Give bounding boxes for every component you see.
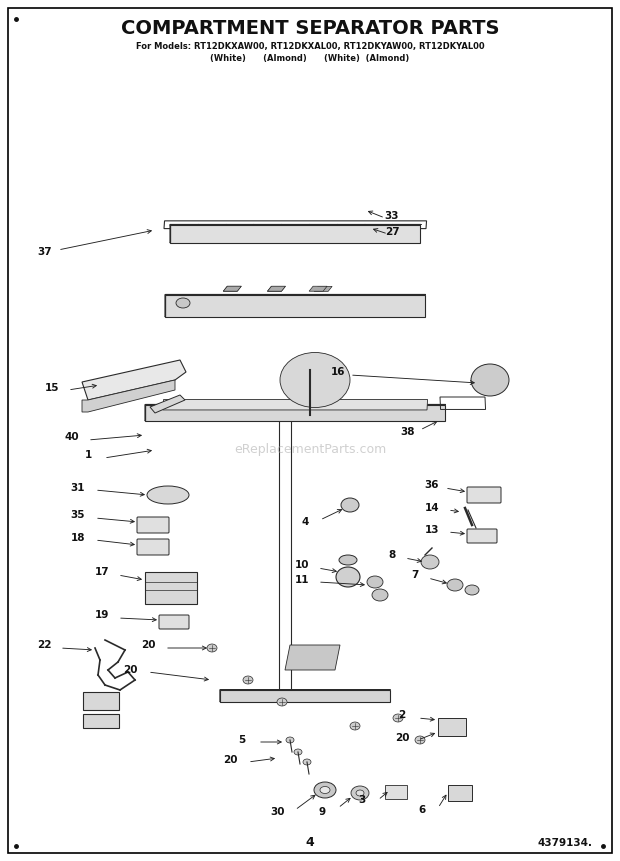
Polygon shape [314, 287, 332, 291]
FancyBboxPatch shape [467, 487, 501, 503]
Text: 20: 20 [223, 755, 237, 765]
Text: 4379134.: 4379134. [537, 838, 592, 848]
Polygon shape [220, 690, 390, 702]
Polygon shape [309, 286, 327, 291]
Text: (White)      (Almond)      (White)  (Almond): (White) (Almond) (White) (Almond) [210, 53, 410, 63]
Polygon shape [223, 287, 241, 291]
Text: 20: 20 [395, 733, 409, 743]
Text: 18: 18 [71, 533, 86, 543]
Ellipse shape [207, 644, 217, 652]
FancyBboxPatch shape [137, 539, 169, 555]
Polygon shape [267, 286, 285, 291]
Text: 4: 4 [301, 517, 309, 527]
Ellipse shape [280, 352, 350, 407]
Ellipse shape [314, 782, 336, 798]
Bar [448, 785, 472, 801]
Text: 11: 11 [294, 575, 309, 585]
Polygon shape [163, 400, 428, 410]
Ellipse shape [294, 749, 302, 755]
Ellipse shape [367, 576, 383, 588]
Ellipse shape [243, 676, 253, 684]
Text: 10: 10 [294, 560, 309, 570]
Polygon shape [82, 380, 175, 412]
Ellipse shape [356, 790, 364, 796]
Text: 36: 36 [425, 480, 439, 490]
Text: For Models: RT12DKXAW00, RT12DKXAL00, RT12DKYAW00, RT12DKYAL00: For Models: RT12DKXAW00, RT12DKXAL00, RT… [136, 41, 484, 51]
Polygon shape [223, 286, 241, 291]
Ellipse shape [471, 364, 509, 396]
Text: 4: 4 [306, 837, 314, 850]
FancyBboxPatch shape [159, 615, 189, 629]
Text: 35: 35 [71, 510, 86, 520]
Ellipse shape [336, 567, 360, 587]
Text: 5: 5 [238, 735, 246, 745]
Polygon shape [285, 645, 340, 670]
Ellipse shape [320, 786, 330, 794]
Text: COMPARTMENT SEPARATOR PARTS: COMPARTMENT SEPARATOR PARTS [121, 18, 499, 38]
Text: 27: 27 [384, 227, 399, 237]
Bar [385, 785, 407, 799]
Bar [145, 572, 197, 604]
Text: eReplacementParts.com: eReplacementParts.com [234, 443, 386, 456]
Text: 16: 16 [330, 367, 345, 377]
Ellipse shape [350, 722, 360, 730]
Ellipse shape [447, 579, 463, 591]
Text: 22: 22 [37, 640, 51, 650]
Text: 30: 30 [271, 807, 285, 817]
Ellipse shape [147, 486, 189, 504]
Text: 31: 31 [71, 483, 86, 493]
Text: 38: 38 [401, 427, 415, 437]
Text: 17: 17 [95, 567, 109, 577]
Text: 13: 13 [425, 525, 439, 535]
Ellipse shape [421, 555, 439, 569]
Polygon shape [267, 287, 285, 291]
Text: 40: 40 [64, 432, 79, 442]
Ellipse shape [277, 698, 287, 706]
Text: 9: 9 [319, 807, 326, 817]
Ellipse shape [351, 786, 369, 800]
Ellipse shape [393, 714, 403, 722]
Text: 19: 19 [95, 610, 109, 620]
Polygon shape [150, 395, 185, 413]
Text: 1: 1 [84, 450, 92, 460]
Text: 14: 14 [425, 503, 440, 513]
Polygon shape [170, 225, 420, 243]
Bar [438, 718, 466, 736]
Text: 7: 7 [411, 570, 418, 580]
Text: 8: 8 [388, 550, 396, 560]
Text: 20: 20 [141, 640, 155, 650]
Ellipse shape [341, 498, 359, 512]
FancyBboxPatch shape [467, 529, 497, 543]
Ellipse shape [372, 589, 388, 601]
Text: 33: 33 [385, 211, 399, 221]
Polygon shape [145, 405, 445, 421]
Text: 3: 3 [358, 795, 366, 805]
Ellipse shape [339, 555, 357, 565]
Polygon shape [82, 360, 186, 400]
Polygon shape [165, 295, 425, 317]
Ellipse shape [303, 759, 311, 765]
Text: 37: 37 [38, 247, 52, 257]
Ellipse shape [415, 736, 425, 744]
Text: 6: 6 [418, 805, 425, 815]
Ellipse shape [465, 585, 479, 595]
Text: 2: 2 [399, 710, 405, 720]
Ellipse shape [176, 298, 190, 308]
FancyBboxPatch shape [137, 517, 169, 533]
Text: 20: 20 [123, 665, 137, 675]
Text: 15: 15 [45, 383, 60, 393]
Ellipse shape [286, 737, 294, 743]
Bar [83, 714, 119, 728]
Bar [83, 692, 119, 710]
